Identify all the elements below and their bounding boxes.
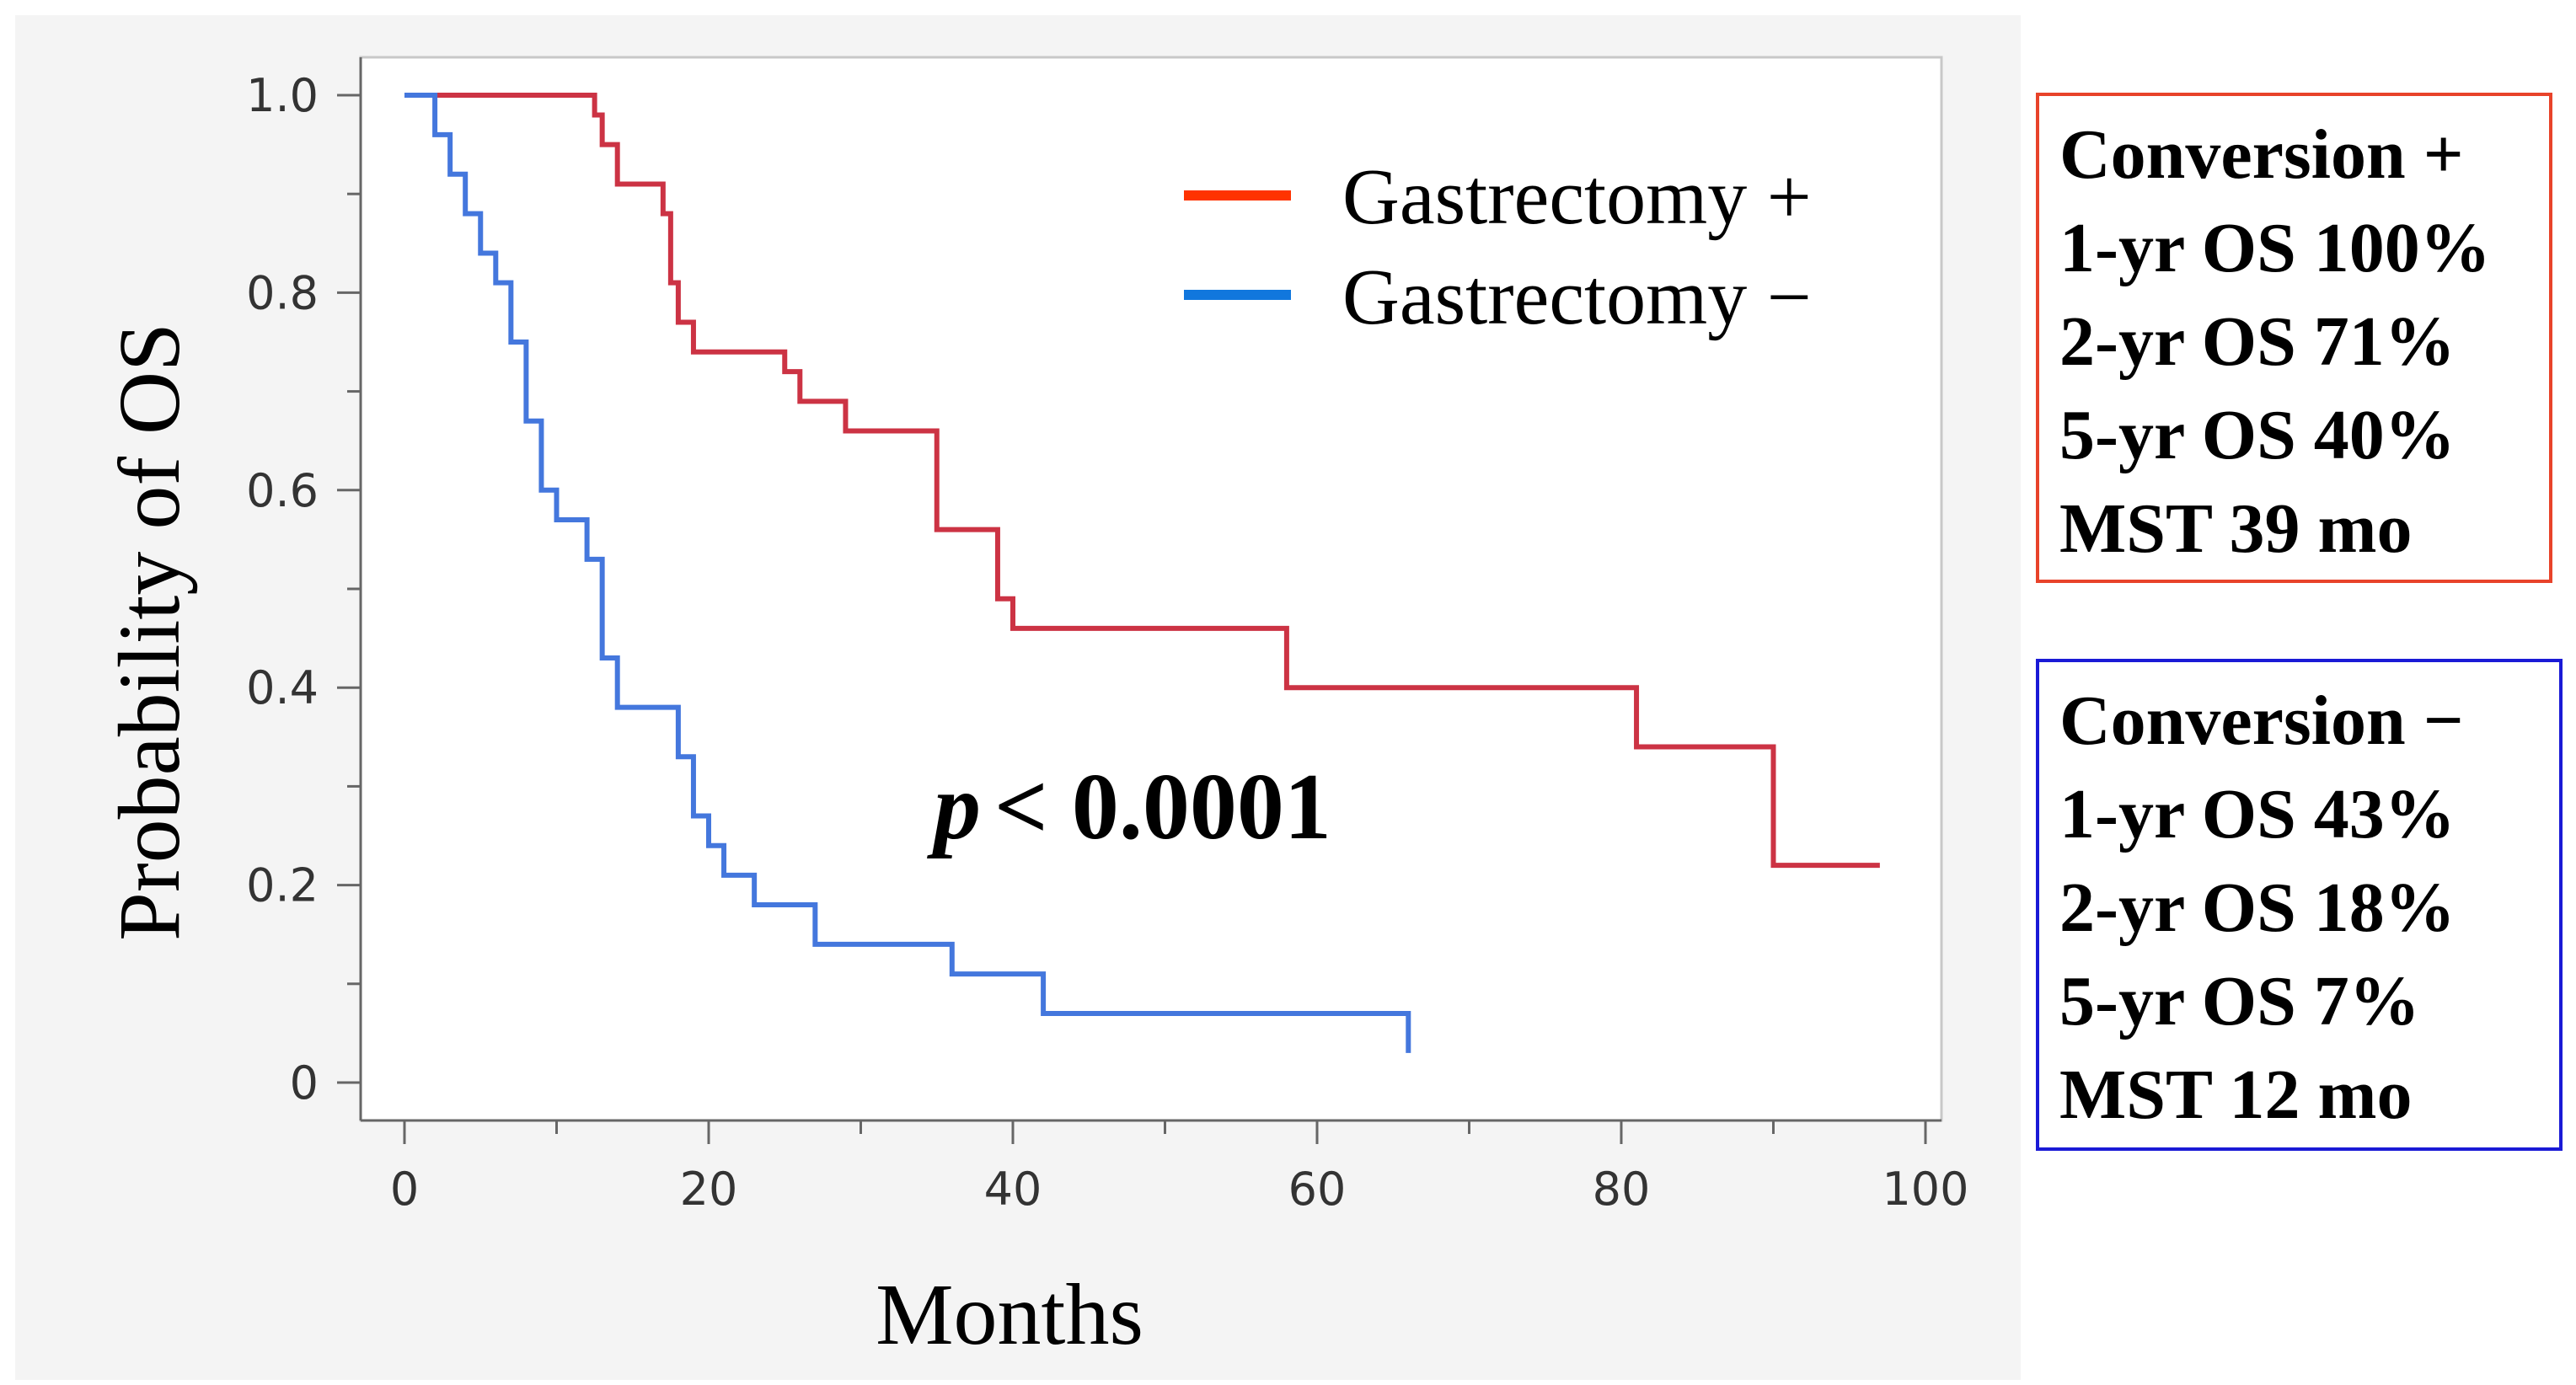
conversion-positive-os5: 5-yr OS 40% bbox=[2059, 396, 2456, 474]
x-ticks: 0 20 40 60 80 100 bbox=[390, 1120, 1969, 1216]
plot-area bbox=[359, 56, 1943, 1122]
legend: Gastrectomy + Gastrectomy − bbox=[1184, 153, 1812, 341]
y-tick-label: 0.4 bbox=[246, 661, 319, 714]
conversion-positive-os2: 2-yr OS 71% bbox=[2059, 302, 2456, 381]
y-tick-label: 0 bbox=[290, 1056, 319, 1110]
x-tick-label: 60 bbox=[1288, 1163, 1347, 1216]
legend-label-gastrectomy-plus: Gastrectomy + bbox=[1342, 153, 1812, 241]
conversion-positive-box: Conversion + 1-yr OS 100% 2-yr OS 71% 5-… bbox=[2036, 93, 2552, 583]
y-ticks: 0 0.2 0.4 0.6 0.8 1.0 bbox=[246, 69, 361, 1110]
x-tick-label: 0 bbox=[390, 1163, 419, 1216]
conversion-positive-title: Conversion + bbox=[2059, 115, 2464, 194]
y-tick-label: 0.6 bbox=[246, 464, 319, 517]
conversion-negative-os1: 1-yr OS 43% bbox=[2059, 775, 2456, 853]
conversion-negative-box: Conversion − 1-yr OS 43% 2-yr OS 18% 5-y… bbox=[2036, 659, 2563, 1151]
p-value-text: < 0.0001 bbox=[994, 755, 1331, 859]
y-tick-label: 0.2 bbox=[246, 859, 319, 912]
conversion-positive-os1: 1-yr OS 100% bbox=[2059, 209, 2491, 287]
y-tick-label: 1.0 bbox=[246, 69, 319, 122]
conversion-negative-os2: 2-yr OS 18% bbox=[2059, 869, 2456, 947]
conversion-negative-title: Conversion − bbox=[2059, 682, 2464, 760]
conversion-negative-mst: MST 12 mo bbox=[2059, 1056, 2413, 1134]
conversion-negative-os5: 5-yr OS 7% bbox=[2059, 962, 2420, 1040]
y-axis-title: Probability of OS bbox=[101, 323, 198, 941]
series-line-gastrectomy-minus bbox=[404, 93, 1411, 1053]
x-tick-label: 40 bbox=[984, 1163, 1042, 1216]
p-symbol: p bbox=[927, 755, 981, 859]
conversion-positive-mst: MST 39 mo bbox=[2059, 489, 2413, 568]
x-tick-label: 100 bbox=[1882, 1163, 1968, 1216]
x-tick-label: 20 bbox=[680, 1163, 738, 1216]
y-tick-label: 0.8 bbox=[246, 266, 319, 319]
series-layer bbox=[404, 93, 1880, 1053]
x-axis-title: Months bbox=[876, 1266, 1143, 1363]
series-line-gastrectomy-plus bbox=[404, 93, 1880, 869]
p-value-annotation: p < 0.0001 bbox=[927, 755, 1331, 859]
legend-label-gastrectomy-minus: Gastrectomy − bbox=[1342, 254, 1812, 341]
x-tick-label: 80 bbox=[1593, 1163, 1651, 1216]
